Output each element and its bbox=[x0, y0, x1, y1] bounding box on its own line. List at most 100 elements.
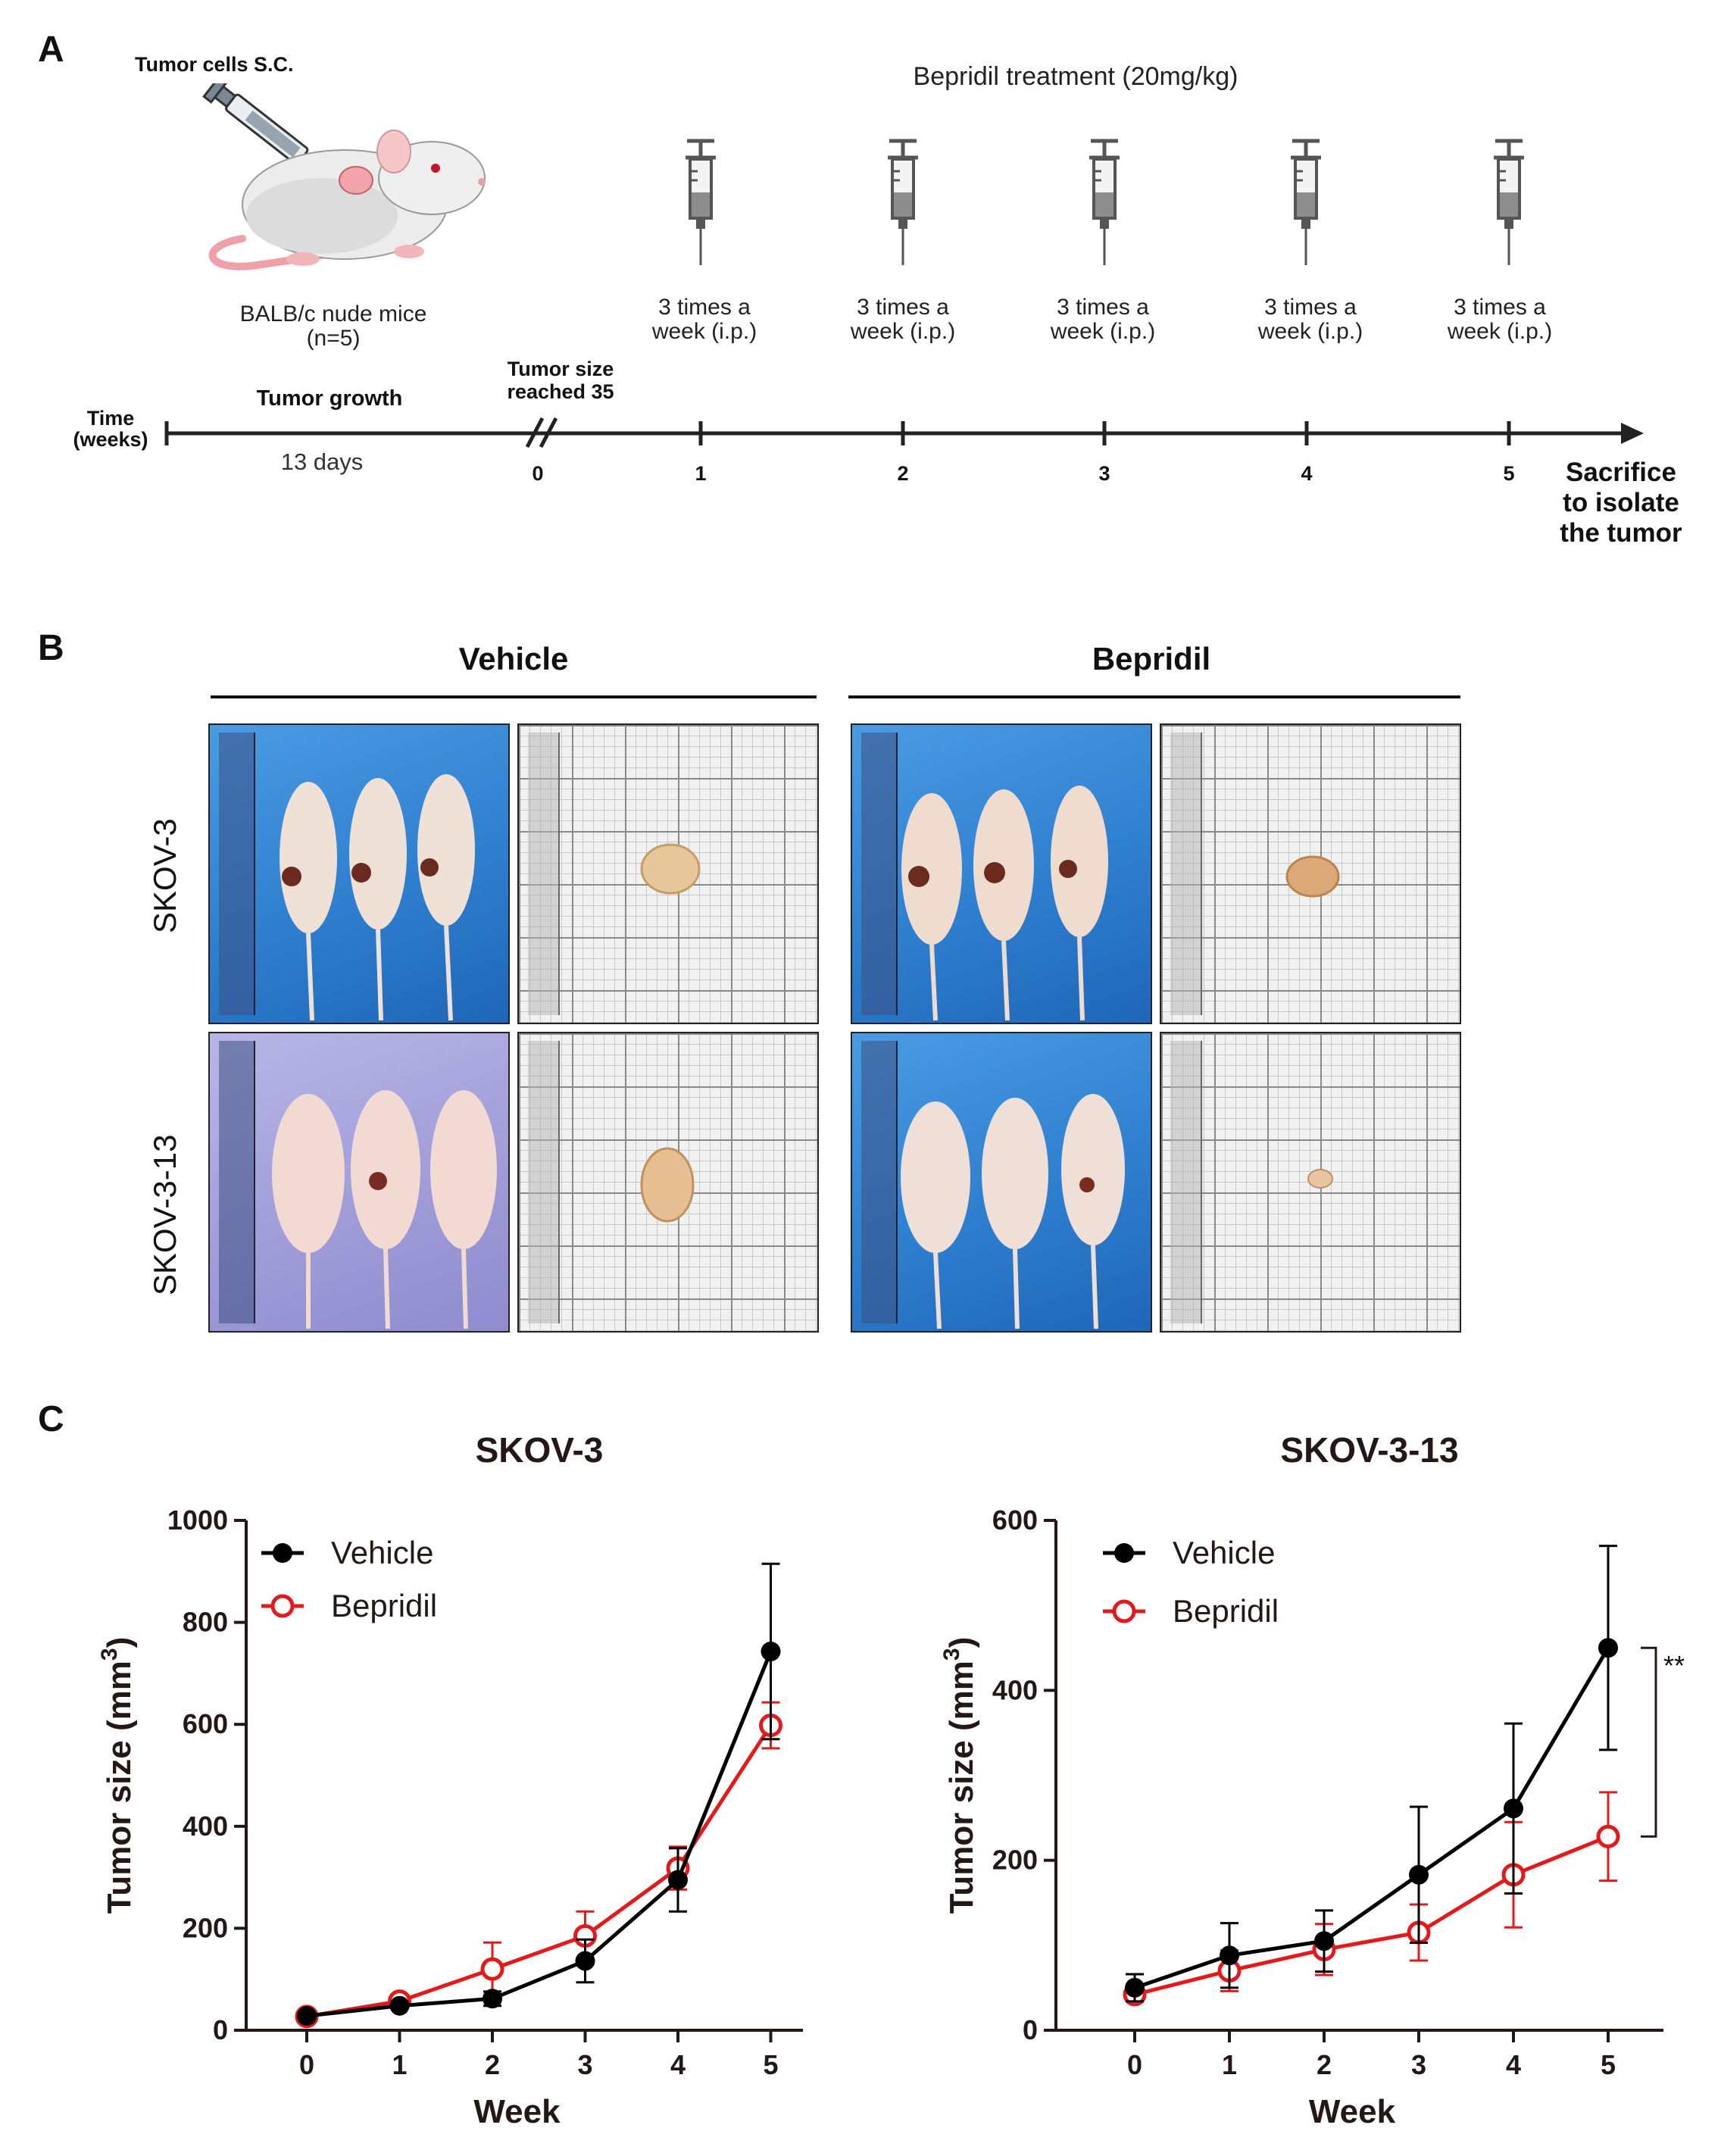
tumor-image bbox=[640, 1147, 695, 1223]
chart-skov3: SKOV-3 0 200 400 600 800 1000 0 1 2 3 4 5 Week Tumor s… bbox=[97, 1430, 803, 2130]
x-tick-label: 1 bbox=[1222, 2049, 1237, 2080]
y-tick-label: 0 bbox=[1023, 2014, 1038, 2045]
syringe-3 bbox=[1082, 138, 1127, 270]
x-tick-label: 5 bbox=[1601, 2049, 1616, 2080]
x-axis-label: Week bbox=[473, 2093, 561, 2130]
ruler bbox=[861, 1041, 898, 1323]
tumor-size-label: Tumor size reached 35 bbox=[477, 358, 644, 403]
mice-image bbox=[272, 1090, 497, 1330]
legend-marker bbox=[273, 1543, 292, 1563]
syringe-icon bbox=[1089, 139, 1120, 265]
vehicle-point bbox=[1504, 1798, 1523, 1819]
y-axis-label-close: ) bbox=[101, 1637, 138, 1648]
vehicle-point bbox=[297, 2006, 317, 2026]
x-tick-label: 5 bbox=[763, 2049, 778, 2080]
dose-line-1: 3 times a bbox=[1454, 295, 1546, 320]
mouse-injection-illustration bbox=[202, 83, 486, 270]
y-tick-label: 400 bbox=[183, 1811, 228, 1842]
treatment-title: Bepridil treatment (20mg/kg) bbox=[913, 62, 1238, 91]
mice-count: (n=5) bbox=[306, 326, 361, 351]
x-tick-label: 1 bbox=[392, 2049, 407, 2080]
legend-marker bbox=[270, 1594, 295, 1618]
y-tick-label: 1000 bbox=[167, 1505, 228, 1536]
legend-label: Bepridil bbox=[1173, 1593, 1279, 1629]
timeline-tick-5: 5 bbox=[1503, 462, 1515, 485]
vehicle-point bbox=[483, 1989, 502, 2009]
ruler bbox=[528, 733, 560, 1015]
vehicle-point bbox=[575, 1951, 595, 1971]
dose-line-1: 3 times a bbox=[857, 295, 949, 320]
x-tick-label: 0 bbox=[299, 2049, 314, 2080]
x-tick-label: 2 bbox=[1317, 2049, 1332, 2080]
significance-bracket bbox=[1641, 1646, 1657, 1838]
bepridil-point bbox=[1596, 1824, 1620, 1848]
timeline-tick-1: 1 bbox=[695, 462, 707, 485]
chart-title: SKOV-3-13 bbox=[1280, 1430, 1458, 1470]
bepridil-header-rule bbox=[848, 695, 1460, 698]
y-tick-label: 400 bbox=[992, 1674, 1038, 1705]
vehicle-point bbox=[389, 1995, 410, 2016]
sacrifice-line3: the tumor bbox=[1560, 518, 1682, 548]
timeline-tick-3: 3 bbox=[1098, 462, 1110, 485]
dose-label-4: 3 times a week (i.p.) bbox=[1235, 295, 1386, 344]
syringe-icon bbox=[1494, 139, 1524, 265]
mice-image bbox=[901, 1094, 1125, 1330]
vehicle-line bbox=[306, 1651, 773, 2018]
legend-label: Vehicle bbox=[331, 1535, 433, 1570]
syringe-2 bbox=[880, 138, 926, 270]
photo-bepridil-skov3-13-tumor bbox=[1160, 1032, 1461, 1333]
row-label-text: SKOV-3-13 bbox=[147, 1134, 183, 1295]
bepridil-line bbox=[306, 1724, 773, 2019]
photo-vehicle-skov3-13-tumor bbox=[517, 1032, 819, 1333]
legend-marker bbox=[1114, 1543, 1134, 1563]
tumor-size-line2: reached 35 bbox=[507, 380, 614, 403]
vehicle-point bbox=[1314, 1931, 1334, 1951]
mice-image bbox=[901, 786, 1108, 1021]
vehicle-header: Vehicle bbox=[458, 641, 569, 676]
bepridil-line bbox=[1134, 1834, 1609, 1997]
days-label: 13 days bbox=[280, 448, 364, 475]
time-label-line2: (weeks) bbox=[73, 428, 148, 451]
vehicle-point bbox=[1220, 1945, 1239, 1966]
vehicle-header-rule bbox=[211, 695, 817, 698]
ruler bbox=[219, 733, 255, 1015]
y-tick-label: 600 bbox=[992, 1505, 1038, 1536]
dose-line-1: 3 times a bbox=[1057, 295, 1149, 320]
y-axis-label-close: ) bbox=[943, 1637, 980, 1648]
timeline-tick-2: 2 bbox=[897, 462, 909, 485]
y-axis-label-main: Tumor size (mm bbox=[943, 1661, 980, 1914]
photo-vehicle-skov3-mice bbox=[208, 723, 510, 1024]
vehicle-point bbox=[668, 1870, 688, 1890]
timeline-tick-0: 0 bbox=[532, 462, 544, 485]
ruler bbox=[1170, 1041, 1202, 1323]
chart-title: SKOV-3 bbox=[476, 1430, 604, 1470]
y-tick-label: 0 bbox=[213, 2014, 228, 2045]
y-tick-label: 200 bbox=[992, 1845, 1038, 1876]
legend-label: Vehicle bbox=[1173, 1535, 1275, 1570]
syringe-1 bbox=[678, 138, 723, 270]
timeline-axis bbox=[164, 417, 1644, 448]
photo-bepridil-skov3-13-mice bbox=[851, 1032, 1152, 1333]
y-axis-label-superscript: 3 bbox=[939, 1648, 964, 1661]
dose-line-1: 3 times a bbox=[1264, 295, 1357, 320]
y-tick-label: 800 bbox=[183, 1607, 228, 1638]
dose-line-2: week (i.p.) bbox=[1050, 319, 1156, 344]
tumor-size-line1: Tumor size bbox=[507, 358, 614, 380]
bepridil-point bbox=[480, 1957, 504, 1981]
chart-skov3-13: SKOV-3-13 0 200 400 600 0 1 2 3 4 5 Week Tumor size … bbox=[939, 1430, 1663, 2130]
mice-image bbox=[280, 774, 475, 1021]
y-axis-label-superscript: 3 bbox=[97, 1648, 122, 1661]
tumor-image bbox=[640, 843, 701, 895]
vehicle-point bbox=[761, 1641, 781, 1661]
vehicle-point bbox=[1409, 1864, 1429, 1885]
photo-vehicle-skov3-tumor bbox=[517, 723, 819, 1024]
y-axis-label: Tumor size (mm3) bbox=[939, 1637, 980, 1914]
vehicle-point bbox=[1598, 1638, 1618, 1658]
photo-bepridil-skov3-tumor bbox=[1160, 723, 1461, 1024]
sacrifice-line2: to isolate bbox=[1563, 488, 1679, 517]
syringe-icon bbox=[1291, 139, 1321, 265]
photo-bepridil-skov3-mice bbox=[851, 723, 1152, 1024]
y-axis-label-main: Tumor size (mm bbox=[101, 1661, 138, 1914]
sacrifice-line1: Sacrifice bbox=[1566, 458, 1676, 487]
syringe-5 bbox=[1486, 138, 1532, 270]
